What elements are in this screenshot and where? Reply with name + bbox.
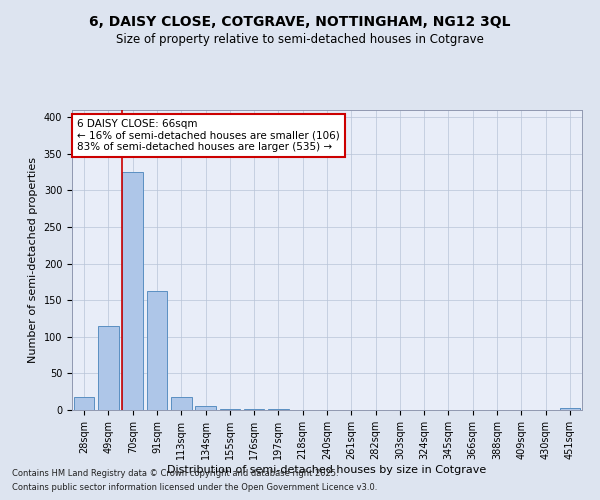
Y-axis label: Number of semi-detached properties: Number of semi-detached properties: [28, 157, 38, 363]
Text: Contains HM Land Registry data © Crown copyright and database right 2025.: Contains HM Land Registry data © Crown c…: [12, 468, 338, 477]
Bar: [98, 326, 119, 410]
Bar: [195, 406, 216, 410]
X-axis label: Distribution of semi-detached houses by size in Cotgrave: Distribution of semi-detached houses by …: [167, 464, 487, 474]
Text: 6 DAISY CLOSE: 66sqm
← 16% of semi-detached houses are smaller (106)
83% of semi: 6 DAISY CLOSE: 66sqm ← 16% of semi-detac…: [77, 119, 340, 152]
Text: Size of property relative to semi-detached houses in Cotgrave: Size of property relative to semi-detach…: [116, 32, 484, 46]
Bar: [146, 290, 167, 410]
Bar: [171, 397, 191, 410]
Bar: [74, 397, 94, 410]
Bar: [220, 408, 240, 410]
Bar: [122, 172, 143, 410]
Text: Contains public sector information licensed under the Open Government Licence v3: Contains public sector information licen…: [12, 484, 377, 492]
Bar: [560, 408, 580, 410]
Text: 6, DAISY CLOSE, COTGRAVE, NOTTINGHAM, NG12 3QL: 6, DAISY CLOSE, COTGRAVE, NOTTINGHAM, NG…: [89, 15, 511, 29]
